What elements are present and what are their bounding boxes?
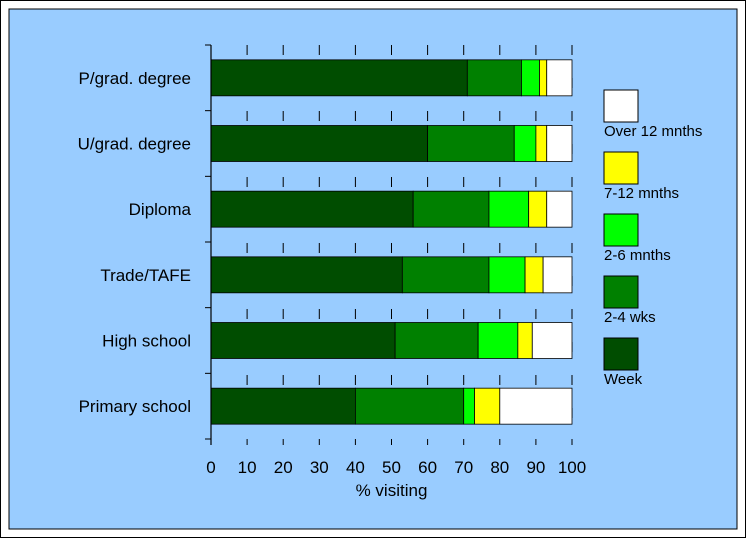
bar-segment-1-5 [546, 59, 573, 97]
x-tick-label-50: 50 [382, 458, 401, 477]
x-tick-label-100: 100 [558, 458, 586, 477]
category-label-6: Primary school [79, 397, 191, 416]
x-tick-label-10: 10 [238, 458, 257, 477]
bar-segment-5-3 [477, 322, 519, 359]
bar-segment-4-2 [401, 256, 490, 294]
bar-segment-4-1 [210, 256, 403, 294]
legend-swatch-4 [603, 275, 639, 309]
bar-segment-1-2 [466, 59, 522, 97]
bar-segment-2-1 [210, 125, 429, 162]
bar-segment-1-3 [521, 59, 540, 97]
bar-segment-6-2 [354, 387, 465, 425]
x-tick-label-70: 70 [454, 458, 473, 477]
bar-segment-4-3 [488, 256, 526, 294]
bar-segment-2-2 [427, 125, 515, 162]
bar-segment-5-1 [210, 322, 396, 359]
bar-segment-3-4 [528, 190, 548, 228]
bar-segment-3-5 [546, 190, 573, 228]
legend-label-5: Week [604, 371, 643, 388]
bar-segment-6-1 [210, 387, 356, 425]
bar-segment-4-4 [524, 256, 544, 294]
bar-segment-2-4 [535, 125, 548, 162]
legend-swatch-3 [603, 213, 639, 247]
bar-segment-3-2 [412, 190, 490, 228]
legend-label-1: Over 12 mnths [604, 123, 702, 140]
category-label-4: Trade/TAFE [100, 266, 191, 285]
x-tick-label-20: 20 [274, 458, 293, 477]
category-label-5: High school [102, 332, 191, 351]
bar-segment-6-4 [474, 387, 501, 425]
category-label-3: Diploma [129, 200, 192, 219]
bar-segment-1-1 [210, 59, 468, 97]
legend-swatch-5 [603, 337, 639, 371]
x-tick-label-80: 80 [490, 458, 509, 477]
category-label-2: U/grad. degree [78, 135, 191, 154]
bar-segment-5-5 [531, 322, 573, 359]
bar-segment-6-3 [463, 387, 475, 425]
x-tick-label-0: 0 [206, 458, 215, 477]
legend-swatch-2 [603, 151, 639, 185]
bar-segment-4-5 [542, 256, 573, 294]
legend-swatch-1 [603, 89, 639, 123]
x-tick-label-60: 60 [418, 458, 437, 477]
bar-segment-2-5 [546, 125, 573, 162]
legend-label-2: 7-12 mnths [604, 185, 679, 202]
x-tick-label-30: 30 [310, 458, 329, 477]
category-label-1: P/grad. degree [79, 69, 191, 88]
bar-segment-1-4 [539, 59, 548, 97]
bar-segment-6-5 [499, 387, 573, 425]
x-tick-label-40: 40 [346, 458, 365, 477]
x-tick-label-90: 90 [526, 458, 545, 477]
bar-segment-3-1 [210, 190, 414, 228]
bar-segment-5-4 [517, 322, 533, 359]
legend-label-3: 2-6 mnths [604, 247, 671, 264]
legend-label-4: 2-4 wks [604, 309, 656, 326]
bar-segment-2-3 [513, 125, 537, 162]
bar-segment-5-2 [394, 322, 479, 359]
bar-segment-3-3 [488, 190, 530, 228]
x-axis-title: % visiting [356, 481, 428, 500]
